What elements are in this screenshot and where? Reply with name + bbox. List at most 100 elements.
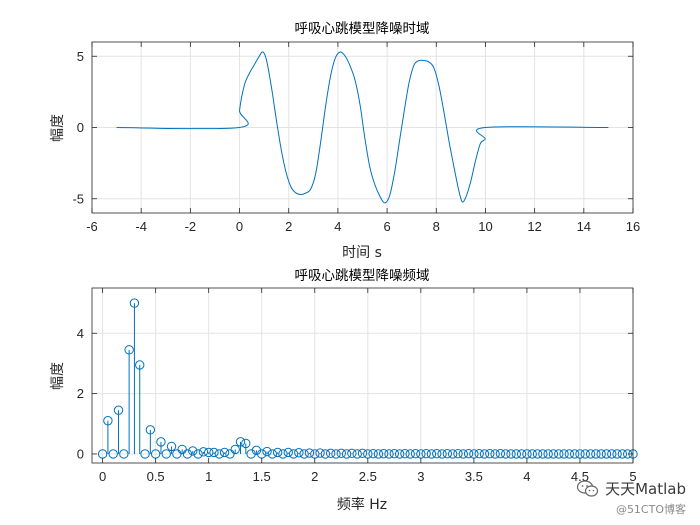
stem-marker (336, 448, 346, 459)
stem-marker (421, 448, 431, 459)
stem-marker (119, 449, 129, 459)
stem-marker (442, 448, 453, 459)
stem-marker (527, 449, 537, 459)
x-tick-label: 14 (577, 219, 591, 234)
stem-marker (198, 447, 209, 457)
stem-marker (272, 447, 283, 458)
stem-marker (347, 448, 357, 459)
stem-marker (511, 449, 522, 459)
stem-marker (490, 449, 500, 459)
stem-marker (299, 449, 309, 459)
x-tick-label: 2 (311, 469, 318, 484)
stem-marker (235, 437, 246, 447)
stem-marker (182, 449, 193, 459)
stem-marker (495, 448, 506, 459)
chart-title: 呼吸心跳模型降噪时域 (295, 21, 430, 37)
x-tick-label: 6 (383, 219, 390, 234)
stem-marker (283, 447, 293, 458)
stem-marker (294, 448, 304, 458)
x-tick-labels: 0 0.5 1 1.5 2 2.5 3 3.5 4 4.5 5 (99, 288, 637, 484)
y-axis-label: 幅度 (50, 114, 66, 142)
stem-marker (410, 448, 421, 459)
x-tick-label: 0.5 (147, 469, 165, 484)
data-marks (97, 298, 638, 459)
time-domain-panel: -6 -4 -2 0 2 4 6 8 10 12 14 16 -5 0 5 呼吸心跳模型降噪时域 时间 s… (50, 21, 640, 261)
stem-marker (437, 449, 447, 459)
stem-marker (384, 449, 394, 459)
stem-marker (103, 416, 113, 426)
stem-marker (166, 441, 177, 452)
stem-marker (516, 449, 527, 459)
stem-marker (569, 449, 580, 459)
x-tick-label: -4 (135, 219, 147, 234)
y-tick-label: 0 (77, 120, 84, 135)
stem-marker (612, 449, 622, 459)
y-tick-label: 2 (77, 386, 84, 401)
stem-marker (463, 448, 474, 459)
stem-marker (543, 449, 553, 459)
stem-marker (447, 449, 458, 459)
y-tick-labels: -5 0 5 (72, 49, 633, 206)
x-tick-label: 1 (205, 469, 212, 484)
stem-marker (267, 449, 278, 459)
stem-marker (607, 449, 617, 459)
stem-marker (485, 448, 495, 459)
stem-marker (304, 448, 315, 458)
stem-marker (596, 449, 606, 459)
stem-marker (161, 449, 171, 459)
stem-marker (203, 447, 214, 458)
stem-marker (474, 448, 484, 459)
stem-marker (426, 449, 437, 459)
stem-marker (219, 447, 230, 458)
y-tick-labels: 0 2 4 (77, 326, 633, 461)
stem-marker (156, 437, 166, 447)
stem-marker (617, 449, 628, 459)
watermark: 天天Matlab @51CTO博客 (576, 478, 686, 517)
x-tick-label: 1.5 (253, 469, 271, 484)
stem-marker (548, 449, 559, 459)
axes-box (91, 287, 634, 464)
plot-area (92, 288, 633, 463)
chart-title: 呼吸心跳模型降噪频域 (295, 268, 430, 284)
stem-marker (140, 449, 150, 459)
stem-marker (458, 449, 468, 459)
x-tick-label: 2.5 (359, 469, 377, 484)
x-tick-label: 0 (99, 469, 106, 484)
x-tick-label: 10 (478, 219, 492, 234)
stem-marker (262, 446, 272, 457)
y-tick-label: 5 (77, 49, 84, 64)
stem-marker (506, 449, 516, 459)
stem-marker (554, 449, 564, 459)
stem-marker (124, 345, 134, 355)
x-axis-label: 时间 s (342, 245, 382, 261)
stem-marker (145, 425, 156, 435)
stem-marker (405, 449, 415, 459)
x-tick-label: 3.5 (465, 469, 483, 484)
stem-marker (580, 449, 590, 459)
x-tick-label: 4 (334, 219, 341, 234)
stem-marker (357, 448, 368, 459)
watermark-title: 天天Matlab (605, 480, 686, 498)
stem-marker (559, 449, 569, 459)
stem-marker (135, 360, 145, 370)
stem-marker (113, 405, 124, 415)
stem-marker (230, 444, 240, 455)
x-axis-label: 频率 Hz (337, 496, 387, 513)
stem-marker (373, 449, 384, 459)
stem-marker (320, 449, 331, 459)
stem-marker (453, 448, 463, 459)
x-tick-label: -6 (86, 219, 98, 234)
stem-marker (129, 298, 140, 308)
x-tick-labels: -6 -4 -2 0 2 4 6 8 10 12 14 16 (86, 42, 640, 234)
stem-marker (389, 448, 400, 459)
data-marks (116, 51, 609, 204)
stem-marker (188, 446, 198, 456)
stem-marker (341, 449, 352, 459)
stem-marker (564, 449, 575, 459)
stem-marker (315, 448, 325, 458)
stem-marker (538, 449, 548, 459)
stem-marker (214, 449, 224, 459)
x-tick-label: 5 (629, 469, 636, 484)
x-tick-label: 8 (433, 219, 440, 234)
